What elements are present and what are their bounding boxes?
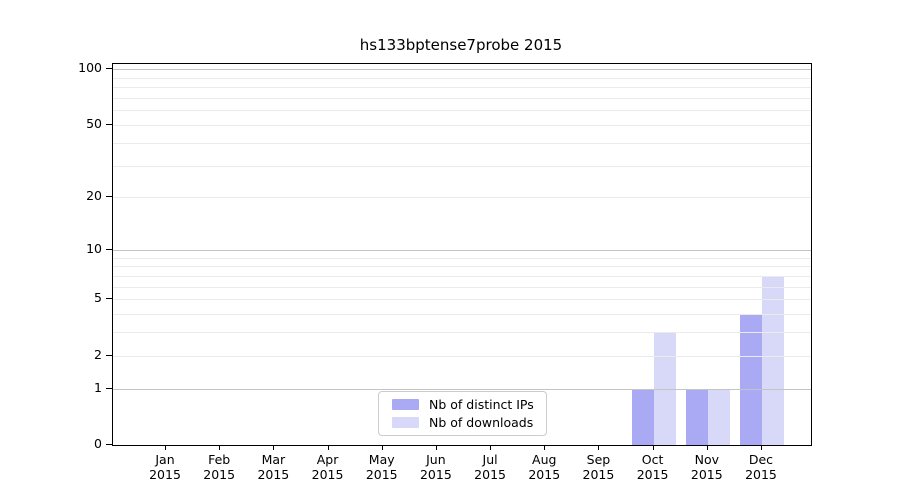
x-tick-month: Dec <box>748 452 774 467</box>
gridline-minor-20 <box>113 197 811 199</box>
x-tick-label-may: May 2015 <box>354 452 410 482</box>
x-tick-month: Apr <box>316 452 339 467</box>
x-tick-year: 2015 <box>257 467 290 482</box>
bar-distinct-ips-oct <box>631 388 654 445</box>
x-tick-month: May <box>368 452 395 467</box>
gridline-minor-5 <box>113 299 811 301</box>
gridline-minor-40 <box>113 142 811 144</box>
x-tick-year: 2015 <box>745 467 777 482</box>
y-tick-50 <box>106 124 112 126</box>
x-tick-apr <box>327 445 329 450</box>
x-tick-label-dec: Dec 2015 <box>733 452 789 482</box>
x-tick-label-aug: Aug 2015 <box>516 452 572 482</box>
y-tick-label-1: 1 <box>94 379 102 395</box>
x-tick-year: 2015 <box>365 467 398 482</box>
y-tick-label-5: 5 <box>94 290 102 306</box>
x-tick-label-apr: Apr 2015 <box>300 452 356 482</box>
x-tick-year: 2015 <box>582 467 615 482</box>
gridline-minor-3 <box>113 332 811 334</box>
gridline-minor-9 <box>113 257 811 259</box>
x-tick-oct <box>652 445 654 450</box>
y-tick-1 <box>106 387 112 389</box>
x-tick-month: Sep <box>586 452 611 467</box>
gridline-minor-70 <box>113 98 811 100</box>
x-tick-sep <box>598 445 600 450</box>
x-tick-may <box>381 445 383 450</box>
x-tick-month: Mar <box>261 452 286 467</box>
x-tick-year: 2015 <box>203 467 236 482</box>
y-tick-100 <box>106 68 112 70</box>
y-tick-label-20: 20 <box>86 188 102 204</box>
x-tick-month: Nov <box>694 452 719 467</box>
x-tick-month: Jul <box>482 452 498 467</box>
x-tick-year: 2015 <box>636 467 669 482</box>
x-tick-label-sep: Sep 2015 <box>570 452 626 482</box>
gridline-minor-4 <box>113 314 811 316</box>
x-tick-label-feb: Feb 2015 <box>191 452 247 482</box>
x-tick-year: 2015 <box>474 467 506 482</box>
y-tick-10 <box>106 248 112 250</box>
bar-distinct-ips-dec <box>739 314 762 445</box>
legend-swatch-downloads <box>392 417 419 428</box>
x-tick-year: 2015 <box>690 467 723 482</box>
x-tick-label-jan: Jan 2015 <box>137 452 193 482</box>
y-tick-label-10: 10 <box>86 240 102 256</box>
x-tick-label-nov: Nov 2015 <box>679 452 735 482</box>
x-tick-year: 2015 <box>528 467 561 482</box>
gridline-minor-30 <box>113 165 811 167</box>
legend-label-distinct-ips: Nb of distinct IPs <box>429 397 534 412</box>
gridline-minor-6 <box>113 286 811 288</box>
gridline-minor-50 <box>113 125 811 127</box>
y-tick-label-2: 2 <box>94 346 102 362</box>
y-tick-2 <box>106 354 112 356</box>
gridline-minor-90 <box>113 77 811 79</box>
gridline-minor-80 <box>113 87 811 89</box>
legend-entry-downloads: Nb of downloads <box>387 415 538 430</box>
bar-downloads-nov <box>707 388 730 445</box>
x-tick-aug <box>544 445 546 450</box>
legend-entry-distinct-ips: Nb of distinct IPs <box>387 397 538 412</box>
x-tick-dec <box>760 445 762 450</box>
x-tick-month: Jun <box>426 452 446 467</box>
gridline-major-10 <box>113 249 811 251</box>
y-tick-0 <box>106 444 112 445</box>
x-tick-mar <box>273 445 275 450</box>
x-tick-label-oct: Oct 2015 <box>625 452 681 482</box>
x-tick-month: Jan <box>155 452 175 467</box>
y-tick-label-100: 100 <box>78 60 102 76</box>
legend: Nb of distinct IPs Nb of downloads <box>378 391 547 436</box>
y-tick-20 <box>106 196 112 198</box>
x-tick-year: 2015 <box>311 467 344 482</box>
gridline-major-1 <box>113 388 811 390</box>
x-tick-year: 2015 <box>149 467 181 482</box>
x-tick-jan <box>165 445 166 450</box>
x-tick-month: Aug <box>532 452 557 467</box>
bar-distinct-ips-nov <box>685 388 708 445</box>
legend-swatch-distinct-ips <box>392 399 419 410</box>
gridline-minor-60 <box>113 110 811 112</box>
x-tick-jul <box>490 445 492 450</box>
gridline-major-100 <box>113 69 811 71</box>
x-tick-label-jun: Jun 2015 <box>408 452 464 482</box>
chart-title: hs133bptense7probe 2015 <box>359 36 563 54</box>
bar-downloads-dec <box>761 275 784 445</box>
x-tick-jun <box>435 445 437 450</box>
x-tick-label-jul: Jul 2015 <box>462 452 518 482</box>
y-tick-5 <box>106 298 112 300</box>
gridline-minor-7 <box>113 275 811 277</box>
x-tick-label-mar: Mar 2015 <box>245 452 301 482</box>
x-tick-feb <box>219 445 221 450</box>
x-tick-nov <box>706 445 708 450</box>
x-tick-year: 2015 <box>419 467 452 482</box>
plot-area <box>112 63 812 446</box>
gridline-minor-8 <box>113 266 811 268</box>
gridline-minor-2 <box>113 355 811 357</box>
x-tick-month: Oct <box>641 452 664 467</box>
y-tick-label-0: 0 <box>94 436 102 451</box>
legend-label-downloads: Nb of downloads <box>429 415 534 430</box>
y-tick-label-50: 50 <box>86 116 102 132</box>
x-tick-month: Feb <box>208 452 231 467</box>
